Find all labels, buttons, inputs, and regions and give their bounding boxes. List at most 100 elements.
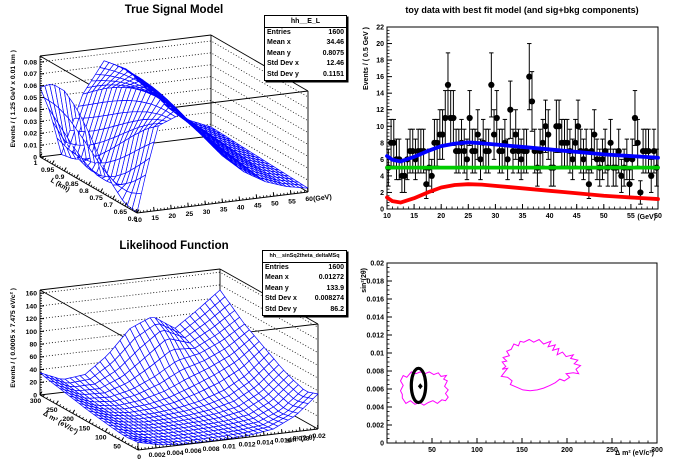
svg-text:0.9: 0.9 (55, 174, 65, 181)
toy-fit-title: toy data with best fit model (and sig+bk… (405, 5, 639, 15)
svg-text:40: 40 (29, 367, 37, 374)
svg-text:150: 150 (79, 425, 91, 432)
svg-text:0.95: 0.95 (41, 167, 54, 174)
svg-text:4: 4 (380, 173, 384, 180)
svg-text:(GeV): (GeV) (637, 214, 656, 221)
svg-text:100: 100 (26, 329, 38, 336)
stats-row: Entries 1600 (265, 264, 344, 271)
svg-text:0.02: 0.02 (312, 433, 325, 440)
svg-text:14: 14 (376, 91, 384, 98)
signal-model-plot: 10 15 20 25 30 35 40 45 50 55 600.60.650.70.750.80… (10, 34, 332, 224)
svg-text:60: 60 (654, 213, 662, 220)
svg-text:(GeV): (GeV) (313, 194, 332, 203)
svg-text:50: 50 (113, 444, 121, 451)
svg-text:0.012: 0.012 (239, 442, 256, 449)
svg-text:10: 10 (376, 124, 384, 131)
signal-model-stats-box: hh__E_L Entries 1600 Mean x 34.46 Mean y 0.807… (264, 15, 347, 82)
svg-text:0: 0 (33, 154, 37, 161)
stats-title: hh__sinSq2theta_deltaMSq (263, 251, 346, 263)
svg-text:0.008: 0.008 (203, 446, 220, 453)
svg-text:0.6: 0.6 (128, 216, 138, 223)
svg-text:12: 12 (376, 107, 384, 114)
svg-text:0.7: 0.7 (104, 202, 114, 209)
svg-text:20: 20 (29, 380, 37, 387)
svg-text:0.85: 0.85 (65, 181, 78, 188)
svg-text:300: 300 (30, 398, 42, 405)
svg-text:0.008: 0.008 (366, 369, 384, 376)
svg-text:0.01: 0.01 (222, 444, 235, 451)
svg-text:18: 18 (376, 58, 384, 65)
svg-text:200: 200 (62, 416, 74, 423)
svg-text:0.006: 0.006 (185, 448, 202, 455)
svg-text:30: 30 (203, 209, 211, 216)
svg-text:50: 50 (428, 447, 436, 454)
svg-text:sin² (2 θ): sin² (2 θ) (286, 434, 315, 444)
svg-text:35: 35 (220, 207, 228, 214)
likelihood-plot: 0 0.002 0.004 0.006 0.008 0.01 0.012 0.014 0.016… (10, 268, 326, 461)
svg-text:0.014: 0.014 (257, 440, 274, 447)
svg-text:22: 22 (376, 25, 384, 32)
stats-row: Std Dev x 0.008274 (265, 295, 344, 303)
svg-text:55: 55 (288, 198, 296, 205)
svg-text:16: 16 (376, 74, 384, 81)
svg-text:0: 0 (33, 392, 37, 399)
stats-row: Mean x 0.01272 (265, 274, 344, 282)
svg-text:40: 40 (237, 205, 245, 212)
svg-text:0.002: 0.002 (149, 452, 166, 459)
svg-text:30: 30 (492, 213, 500, 220)
svg-text:0: 0 (380, 207, 384, 214)
svg-text:0: 0 (380, 441, 384, 448)
likelihood-stats-box: hh__sinSq2theta_deltaMSq Entries 1600 Mean … (262, 250, 347, 317)
svg-text:20: 20 (376, 41, 384, 48)
svg-text:160: 160 (26, 291, 38, 298)
svg-text:60: 60 (305, 196, 313, 203)
stats-row: Std Dev y 86.2 (265, 305, 344, 313)
svg-text:40: 40 (546, 213, 554, 220)
svg-text:15: 15 (410, 213, 418, 220)
svg-text:0.65: 0.65 (114, 209, 127, 216)
svg-text:55: 55 (627, 213, 635, 220)
svg-text:0.08: 0.08 (24, 59, 37, 66)
svg-text:0.02: 0.02 (370, 261, 384, 268)
svg-text:45: 45 (254, 203, 262, 210)
svg-text:120: 120 (26, 316, 38, 323)
svg-text:10: 10 (383, 213, 391, 220)
svg-text:0.04: 0.04 (24, 107, 37, 114)
likelihood-title: Likelihood Function (119, 240, 229, 252)
svg-text:35: 35 (519, 213, 527, 220)
svg-text:140: 140 (26, 303, 38, 310)
svg-text:8: 8 (380, 140, 384, 147)
svg-text:0.8: 0.8 (79, 188, 89, 195)
svg-text:0.01: 0.01 (24, 143, 37, 150)
svg-text:100: 100 (471, 447, 483, 454)
svg-text:sin²(2θ): sin²(2θ) (361, 268, 368, 293)
svg-text:2: 2 (380, 190, 384, 197)
svg-text:45: 45 (573, 213, 581, 220)
stats-row: Std Dev x 12.46 (267, 60, 344, 68)
svg-text:0.01: 0.01 (370, 351, 384, 358)
svg-text:10: 10 (134, 217, 142, 224)
svg-text:0.018: 0.018 (293, 435, 310, 442)
svg-text:15: 15 (151, 215, 159, 222)
svg-text:25: 25 (464, 213, 472, 220)
svg-text:0.012: 0.012 (366, 333, 384, 340)
svg-text:0.004: 0.004 (366, 405, 384, 412)
svg-text:0: 0 (137, 454, 141, 461)
svg-text:0.07: 0.07 (24, 71, 37, 78)
stats-row: Mean y 0.8075 (267, 49, 344, 57)
svg-text:0.03: 0.03 (24, 119, 37, 126)
svg-text:0.002: 0.002 (366, 423, 384, 430)
svg-text:6: 6 (380, 157, 384, 164)
svg-text:1: 1 (34, 160, 38, 167)
svg-text:Δ m² (eV/c²): Δ m² (eV/c²) (615, 450, 654, 457)
svg-text:0.016: 0.016 (275, 437, 292, 444)
svg-text:20: 20 (169, 213, 177, 220)
svg-text:50: 50 (271, 200, 279, 207)
toy-fit-plot: 10 15 20 25 30 35 40 45 50 55 60 0 2 4 6 8 10 12 14 16 18 20 2… (363, 25, 662, 222)
svg-text:100: 100 (95, 434, 107, 441)
svg-text:0.006: 0.006 (366, 387, 384, 394)
svg-text:25: 25 (186, 211, 194, 218)
contour-plot: 50 100 150 200 250 300 0 0.002 0.004 0.006 0.008 0.… (361, 261, 663, 458)
svg-text:0.004: 0.004 (167, 450, 184, 457)
